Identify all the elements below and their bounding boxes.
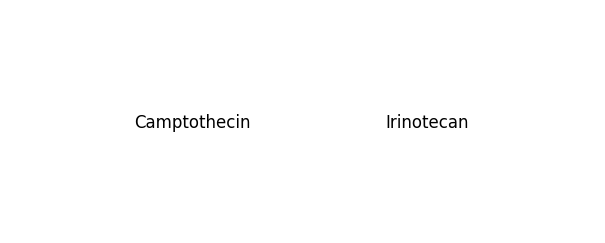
Text: Camptothecin: Camptothecin [134, 114, 251, 132]
Text: Irinotecan: Irinotecan [385, 114, 469, 132]
